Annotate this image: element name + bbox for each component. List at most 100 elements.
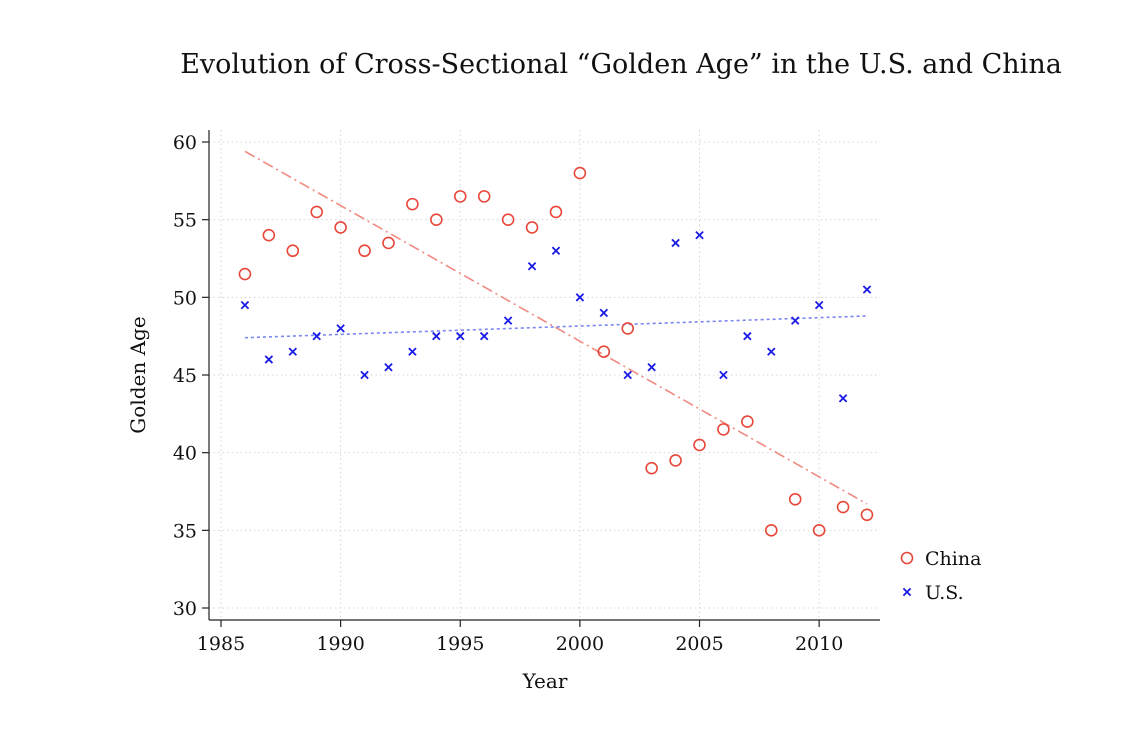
y-tick-label: 35 [173, 520, 197, 542]
point-us [527, 262, 537, 271]
fit-line-us [244, 315, 868, 339]
y-tick-label: 60 [173, 132, 197, 154]
point-us [288, 347, 298, 356]
point-us [503, 316, 513, 325]
point-us [264, 355, 274, 364]
fit-lines [244, 150, 868, 505]
x-marker-stroke [647, 362, 656, 372]
point-china [477, 190, 491, 203]
point-china [238, 267, 252, 281]
point-us [479, 331, 489, 341]
x-marker-stroke [695, 230, 704, 240]
point-us [312, 331, 321, 341]
point-us [695, 230, 704, 240]
point-china [669, 454, 682, 467]
point-china [501, 213, 515, 226]
point-us [647, 362, 656, 372]
y-tick-label: 55 [173, 210, 197, 232]
point-china [286, 244, 300, 258]
point-china [860, 508, 874, 522]
point-china [549, 205, 563, 219]
point-china [693, 438, 706, 452]
x-marker-stroke [790, 316, 800, 325]
point-us [790, 316, 800, 325]
data-points [238, 166, 874, 537]
point-us [384, 362, 393, 372]
point-us [862, 285, 872, 294]
point-china [621, 322, 635, 335]
x-marker-stroke [479, 331, 489, 341]
x-marker-stroke [264, 355, 274, 364]
x-marker-stroke [599, 308, 609, 318]
point-china [310, 205, 324, 219]
x-marker-stroke [719, 370, 728, 380]
y-tick-label: 45 [173, 365, 197, 387]
fit-line-china [244, 150, 868, 505]
x-marker-stroke [456, 331, 465, 341]
x-tick-label: 1990 [316, 633, 364, 655]
point-us [767, 347, 776, 356]
x-marker-stroke [503, 316, 513, 325]
legend: China U.S. [900, 548, 981, 604]
point-china [645, 461, 658, 475]
x-marker-stroke [360, 370, 369, 380]
x-tick-label: 1995 [436, 633, 484, 655]
grid [209, 130, 880, 620]
y-axis-label: Golden Age [126, 316, 150, 433]
x-marker-stroke [902, 587, 912, 597]
axes [208, 130, 880, 621]
point-us [623, 370, 632, 380]
x-tick-label: 1985 [197, 633, 245, 655]
point-us [575, 293, 585, 302]
point-us [719, 370, 728, 380]
legend-label-us: U.S. [925, 582, 964, 604]
ticks: 1985 1990 1995 2000 2005 2010 30 35 40 45 50 55 60 [173, 132, 844, 655]
x-marker-stroke [432, 331, 441, 341]
point-us [743, 331, 752, 341]
point-china [597, 345, 611, 359]
x-marker-stroke [671, 238, 680, 248]
point-us [240, 300, 250, 310]
point-china [573, 166, 587, 180]
point-china [525, 221, 539, 234]
point-china [382, 236, 395, 250]
x-marker-stroke [623, 370, 632, 380]
x-marker-stroke [384, 362, 393, 372]
point-china [836, 500, 850, 514]
point-china [430, 213, 443, 226]
x-marker-stroke [408, 347, 417, 356]
x-marker-stroke [814, 300, 824, 310]
point-us [360, 370, 369, 380]
x-marker-stroke [551, 246, 561, 255]
point-china [764, 524, 778, 537]
point-china [788, 492, 802, 506]
point-us [671, 238, 680, 248]
x-marker-stroke [838, 394, 848, 403]
x-marker-stroke [527, 262, 537, 271]
point-us [551, 246, 561, 255]
point-us [838, 394, 848, 403]
point-china [812, 524, 826, 537]
point-us [432, 331, 441, 341]
legend-label-china: China [925, 548, 981, 570]
x-axis-label: Year [522, 669, 568, 693]
point-us [408, 347, 417, 356]
x-tick-label: 2005 [675, 633, 723, 655]
x-marker-stroke [767, 347, 776, 356]
point-china [406, 197, 419, 211]
x-marker-stroke [312, 331, 321, 341]
chart-title: Evolution of Cross-Sectional “Golden Age… [180, 49, 1062, 80]
point-us [814, 300, 824, 310]
y-tick-label: 50 [173, 287, 197, 309]
point-china [358, 244, 371, 258]
x-tick-label: 2000 [556, 633, 604, 655]
point-china [334, 221, 347, 234]
y-tick-label: 40 [173, 443, 197, 465]
point-us [336, 324, 345, 333]
legend-marker-china [900, 551, 914, 565]
x-marker-stroke [862, 285, 872, 294]
point-china [717, 423, 730, 436]
x-marker-stroke [240, 300, 250, 310]
x-marker-stroke [288, 347, 298, 356]
